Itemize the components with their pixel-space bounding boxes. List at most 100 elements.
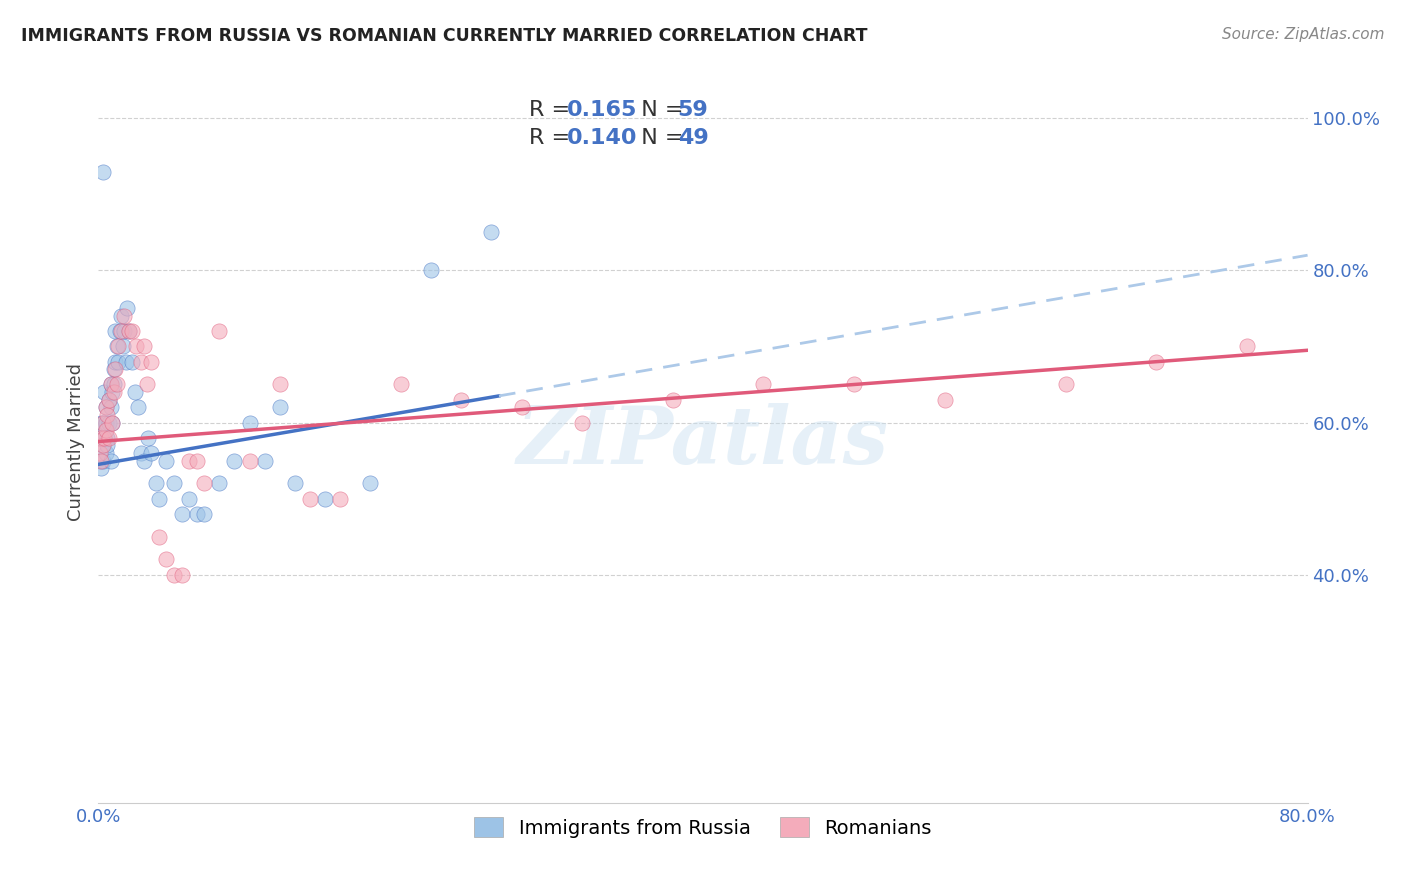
Text: 0.140: 0.140 <box>567 128 637 148</box>
Point <box>132 339 155 353</box>
Point <box>127 401 149 415</box>
Text: 59: 59 <box>678 100 709 120</box>
Point <box>170 567 193 582</box>
Y-axis label: Currently Married: Currently Married <box>66 362 84 521</box>
Text: Source: ZipAtlas.com: Source: ZipAtlas.com <box>1222 27 1385 42</box>
Point <box>111 339 134 353</box>
Point <box>661 392 683 407</box>
Point <box>90 431 112 445</box>
Text: 49: 49 <box>678 128 709 148</box>
Point <box>124 385 146 400</box>
Point <box>93 431 115 445</box>
Point <box>103 377 125 392</box>
Point <box>121 354 143 368</box>
Point <box>101 416 124 430</box>
Point <box>179 453 201 467</box>
Point <box>284 476 307 491</box>
Point <box>141 446 163 460</box>
Point <box>1144 354 1167 368</box>
Point <box>163 476 186 491</box>
Point <box>96 408 118 422</box>
Point <box>420 263 443 277</box>
Point <box>114 354 136 368</box>
Point <box>239 453 262 467</box>
Point <box>571 416 593 430</box>
Point <box>115 301 138 316</box>
Point <box>121 324 143 338</box>
Point <box>136 431 159 445</box>
Point <box>1054 377 1077 392</box>
Point <box>101 385 124 400</box>
Point <box>193 507 215 521</box>
Point <box>112 309 135 323</box>
Point <box>91 416 114 430</box>
Point <box>148 491 170 506</box>
Point <box>89 446 111 460</box>
Point <box>96 431 118 445</box>
Point <box>125 339 148 353</box>
Point <box>155 552 177 566</box>
Point <box>91 453 114 467</box>
Point <box>90 416 112 430</box>
Point <box>100 401 122 415</box>
Point <box>91 164 114 178</box>
Point <box>100 453 122 467</box>
Text: IMMIGRANTS FROM RUSSIA VS ROMANIAN CURRENTLY MARRIED CORRELATION CHART: IMMIGRANTS FROM RUSSIA VS ROMANIAN CURRE… <box>21 27 868 45</box>
Point <box>105 339 128 353</box>
Point <box>91 438 114 452</box>
Point <box>118 324 141 338</box>
Point <box>208 476 231 491</box>
Text: R =: R = <box>529 100 576 120</box>
Point <box>132 453 155 467</box>
Point <box>163 567 186 582</box>
Text: N =: N = <box>627 128 690 148</box>
Point <box>145 476 167 491</box>
Point <box>110 324 132 338</box>
Point <box>100 377 122 392</box>
Point <box>193 476 215 491</box>
Point <box>94 416 117 430</box>
Point <box>110 309 132 323</box>
Point <box>93 385 115 400</box>
Text: R =: R = <box>529 128 576 148</box>
Point <box>135 377 157 392</box>
Point <box>481 226 503 240</box>
Point <box>90 431 112 445</box>
Point <box>94 423 117 437</box>
Point <box>844 377 866 392</box>
Point <box>90 453 112 467</box>
Point <box>94 401 117 415</box>
Point <box>253 453 276 467</box>
Point <box>129 446 152 460</box>
Point <box>107 339 129 353</box>
Point <box>118 324 141 338</box>
Point <box>389 377 412 392</box>
Point <box>510 401 533 415</box>
Point <box>269 401 291 415</box>
Text: 0.165: 0.165 <box>567 100 637 120</box>
Point <box>141 354 163 368</box>
Point <box>934 392 956 407</box>
Point <box>269 377 291 392</box>
Point <box>299 491 322 506</box>
Point <box>107 354 129 368</box>
Point <box>239 416 262 430</box>
Point <box>104 362 127 376</box>
Point <box>314 491 336 506</box>
Point <box>105 377 128 392</box>
Point <box>129 354 152 368</box>
Point <box>208 324 231 338</box>
Point <box>89 453 111 467</box>
Point <box>186 453 208 467</box>
Point <box>104 324 127 338</box>
Point <box>450 392 472 407</box>
Point <box>93 431 115 445</box>
Legend: Immigrants from Russia, Romanians: Immigrants from Russia, Romanians <box>464 807 942 847</box>
Point <box>360 476 382 491</box>
Point <box>96 438 118 452</box>
Point <box>186 507 208 521</box>
Text: N =: N = <box>627 100 690 120</box>
Point <box>104 354 127 368</box>
Point <box>101 416 124 430</box>
Point <box>91 438 114 452</box>
